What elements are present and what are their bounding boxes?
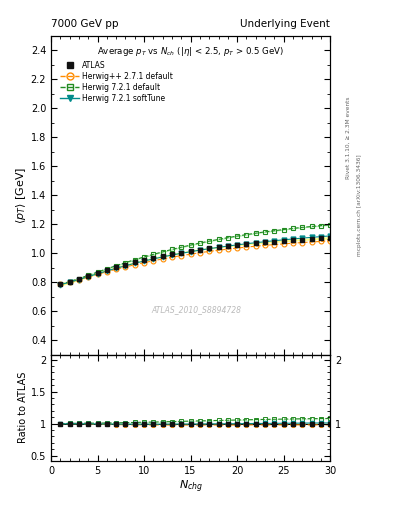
Text: mcplots.cern.ch [arXiv:1306.3436]: mcplots.cern.ch [arXiv:1306.3436]	[357, 154, 362, 255]
Text: Rivet 3.1.10, ≥ 2.3M events: Rivet 3.1.10, ≥ 2.3M events	[345, 97, 350, 180]
Y-axis label: Ratio to ATLAS: Ratio to ATLAS	[18, 372, 28, 443]
Legend: ATLAS, Herwig++ 2.7.1 default, Herwig 7.2.1 default, Herwig 7.2.1 softTune: ATLAS, Herwig++ 2.7.1 default, Herwig 7.…	[58, 59, 175, 105]
X-axis label: $N_{chg}$: $N_{chg}$	[178, 478, 203, 495]
Text: Average $p_T$ vs $N_{ch}$ ($|\eta|$ < 2.5, $p_T$ > 0.5 GeV): Average $p_T$ vs $N_{ch}$ ($|\eta|$ < 2.…	[97, 46, 284, 58]
Text: ATLAS_2010_S8894728: ATLAS_2010_S8894728	[151, 306, 241, 314]
Y-axis label: $\langle p_T \rangle$ [GeV]: $\langle p_T \rangle$ [GeV]	[14, 166, 28, 224]
Text: 7000 GeV pp: 7000 GeV pp	[51, 19, 119, 30]
Text: Underlying Event: Underlying Event	[240, 19, 330, 30]
